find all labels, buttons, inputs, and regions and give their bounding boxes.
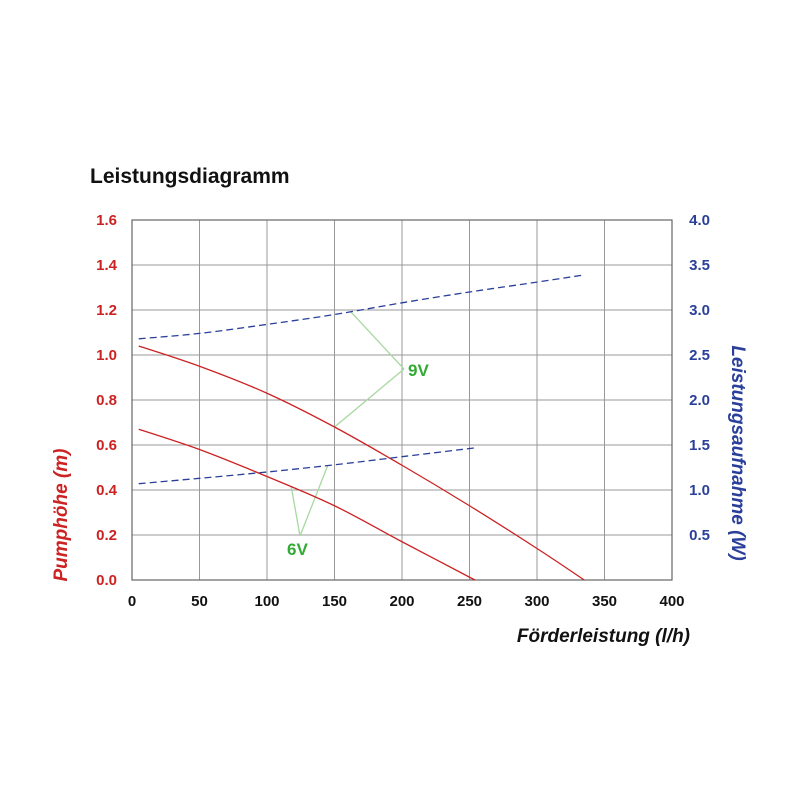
grid — [131, 219, 673, 581]
left-axis-label: Pumphöhe (m) — [51, 449, 72, 582]
annotation-leaders — [290, 311, 405, 537]
right-tick-label: 4.0 — [689, 212, 710, 229]
right-axis-ticks: 0.5 1.0 1.5 2.0 2.5 3.0 3.5 4.0 — [689, 212, 710, 544]
annotation-6v: 6V — [287, 540, 308, 559]
left-tick-label: 0.8 — [96, 392, 117, 409]
x-tick-label: 150 — [322, 593, 347, 610]
left-tick-label: 0.2 — [96, 527, 117, 544]
x-tick-label: 350 — [592, 593, 617, 610]
x-tick-label: 300 — [524, 593, 549, 610]
left-axis-ticks: 0.0 0.2 0.4 0.6 0.8 1.0 1.2 1.4 1.6 — [96, 212, 118, 589]
head-curve-6v — [138, 428, 476, 581]
x-axis-ticks: 0 50 100 150 200 250 300 350 400 — [128, 593, 685, 610]
x-tick-label: 200 — [389, 593, 414, 610]
chart-title: Leistungsdiagramm — [90, 165, 290, 188]
left-tick-label: 1.2 — [96, 302, 117, 319]
leader-6v-power — [299, 465, 329, 537]
right-tick-label: 1.0 — [689, 482, 710, 499]
left-tick-label: 1.6 — [96, 212, 117, 229]
head-curve-9v — [138, 345, 585, 581]
left-tick-label: 0.4 — [96, 482, 118, 499]
right-tick-label: 1.5 — [689, 437, 710, 454]
right-tick-label: 3.5 — [689, 257, 710, 274]
power-curve-6v — [138, 447, 477, 485]
right-tick-label: 2.0 — [689, 392, 710, 409]
x-tick-label: 100 — [254, 593, 279, 610]
leader-9v-power — [350, 311, 405, 370]
x-tick-label: 0 — [128, 593, 136, 610]
left-tick-label: 0.6 — [96, 437, 117, 454]
right-tick-label: 3.0 — [689, 302, 710, 319]
x-tick-label: 400 — [659, 593, 684, 610]
left-tick-label: 0.0 — [96, 572, 117, 589]
right-tick-label: 0.5 — [689, 527, 710, 544]
left-tick-label: 1.4 — [96, 257, 118, 274]
right-axis-label: Leistungsaufnahme (W) — [727, 345, 748, 560]
left-tick-label: 1.0 — [96, 347, 117, 364]
x-tick-label: 250 — [457, 593, 482, 610]
power-curve-9v — [138, 274, 585, 340]
plot-frame — [131, 219, 673, 581]
x-tick-label: 50 — [191, 593, 208, 610]
leader-6v-head — [290, 486, 301, 537]
leader-9v-head — [334, 368, 405, 428]
annotation-9v: 9V — [408, 361, 429, 380]
right-tick-label: 2.5 — [689, 347, 710, 364]
x-axis-label: Förderleistung (l/h) — [517, 626, 690, 647]
series-layer — [138, 274, 585, 581]
